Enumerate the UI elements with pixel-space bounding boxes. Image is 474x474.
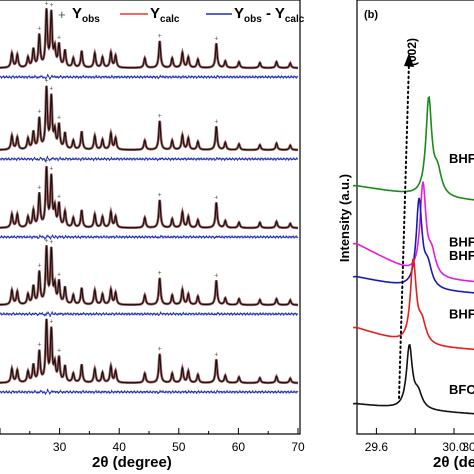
peak-shift-guide [398,61,410,399]
obs-marker-4-6: + [44,237,48,244]
observed-points-5 [0,318,298,385]
difference-line-5 [0,388,299,396]
obs-marker-2-9: + [57,115,61,122]
obs-marker-1-9: + [57,34,61,41]
obs-marker-4-23: + [214,272,218,279]
legend-obs-label: Yobs [72,5,100,25]
observed-points-2 [0,85,298,152]
panel-b-label: (b) [364,9,378,21]
pattern-5: ++++ ++ [0,311,299,396]
legend-obs-main: Y [72,5,82,22]
panel-a: ++ ++ + +++++ ++++++ + +++ ++ + +++++ ++ 30 40 50 60 7… [0,0,305,471]
panel-a-x-axis-title: 2θ (degree) [92,454,172,471]
panel-b-annotation: (002) [405,38,419,66]
pattern-3: ++++ + + [0,158,299,240]
legend-obs-sub: obs [82,14,100,25]
pattern-line-4 [0,245,298,306]
pattern-line-1 [0,8,298,69]
pattern-1: ++ ++ + + [0,0,299,80]
series-label-2: BHF [449,234,474,249]
difference-line-2 [0,155,299,163]
series-line-5 [353,343,474,415]
legend-diff-main-2: Y [275,5,285,22]
legend-obs-symbol: + [58,7,66,22]
obs-marker-3-23: + [214,194,218,201]
obs-marker-2-5: + [37,109,41,116]
obs-marker-2-23: + [214,118,218,125]
legend-diff-label: Yobs - Ycalc [234,5,305,25]
obs-marker-4-7: + [49,239,53,246]
series-label-4: BHF [449,306,474,321]
legend-diff-sub-1: obs [244,14,262,25]
b-x-tick-label-1: 29.6 [365,440,389,454]
obs-marker-1-7: + [49,2,53,9]
series-line-3 [353,197,474,294]
obs-marker-4-5: + [37,263,41,270]
legend-diff-sub-2: calc [285,14,305,25]
obs-marker-2-7: + [49,86,53,93]
b-x-tick-label-2: 30.0 [442,440,466,454]
pattern-2: ++++ ++ [0,78,299,163]
panel-a-x-axis: 30 40 50 60 70 [0,428,305,454]
legend-calc-label: Ycalc [150,5,180,25]
peak-shift-arrowhead [404,53,414,67]
x-tick-label-50: 50 [172,440,186,454]
obs-marker-3-9: + [57,194,61,201]
obs-marker-1-5: + [37,26,41,33]
series-label-3: BHF [449,248,474,263]
obs-marker-3-5: + [37,184,41,191]
obs-marker-5-18: + [158,346,162,353]
obs-marker-3-18: + [158,192,162,199]
series-label-1: BHF [449,151,474,166]
pattern-line-3 [0,166,298,229]
observed-points-4 [0,245,298,307]
obs-marker-5-23: + [214,351,218,358]
series-line-1 [353,95,474,201]
panel-a-patterns: ++ ++ + +++++ ++++++ + +++ ++ + +++++ ++ [0,0,299,396]
legend-calc-sub: calc [160,14,180,25]
obs-marker-3-7: + [49,166,53,173]
panel-a-legend: + Yobs Ycalc Yobs - Ycalc [58,5,305,25]
difference-line-3 [0,234,299,240]
panel-b-y-axis-title: Intensity (a.u.) [337,174,352,262]
pattern-4: ++ ++ + + [0,237,299,317]
obs-marker-5-9: + [57,348,61,355]
series-line-4 [353,257,474,351]
obs-marker-5-6: + [44,311,48,318]
observed-points-3 [0,166,298,230]
obs-marker-5-7: + [49,319,53,326]
difference-line-1 [0,73,299,80]
legend-calc-main: Y [150,5,160,22]
obs-marker-2-6: + [44,78,48,85]
series-label-5: BFO [449,382,474,397]
difference-line-4 [0,310,299,317]
panel-b-x-axis-title: 2θ (deg [433,454,474,471]
obs-marker-1-23: + [214,35,218,42]
pattern-line-5 [0,318,298,384]
obs-marker-2-18: + [158,113,162,120]
b-x-tick-label-3: 30 [462,440,474,454]
panel-b-x-axis: 29.6 30.030 [365,428,474,454]
obs-marker-4-9: + [57,271,61,278]
obs-marker-1-18: + [158,33,162,40]
obs-marker-4-18: + [158,270,162,277]
x-tick-label-30: 30 [53,440,67,454]
x-tick-label-70: 70 [291,440,305,454]
obs-marker-3-6: + [44,158,48,165]
x-tick-label-40: 40 [113,440,127,454]
obs-marker-1-6: + [44,0,48,7]
legend-diff-main-1: Y [234,5,244,22]
pattern-line-2 [0,85,298,151]
x-tick-label-60: 60 [232,440,246,454]
legend-diff-sep: - [262,5,275,22]
series-line-2 [353,181,474,283]
panel-b-frame [356,0,474,435]
obs-marker-5-5: + [37,342,41,349]
